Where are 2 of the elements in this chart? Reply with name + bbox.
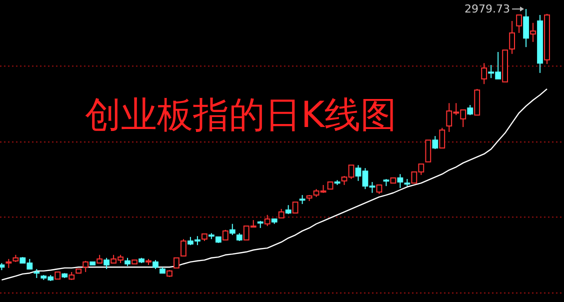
annotation: 2979.73 xyxy=(464,2,510,16)
title: 创业板指的日K线图 xyxy=(85,95,397,136)
